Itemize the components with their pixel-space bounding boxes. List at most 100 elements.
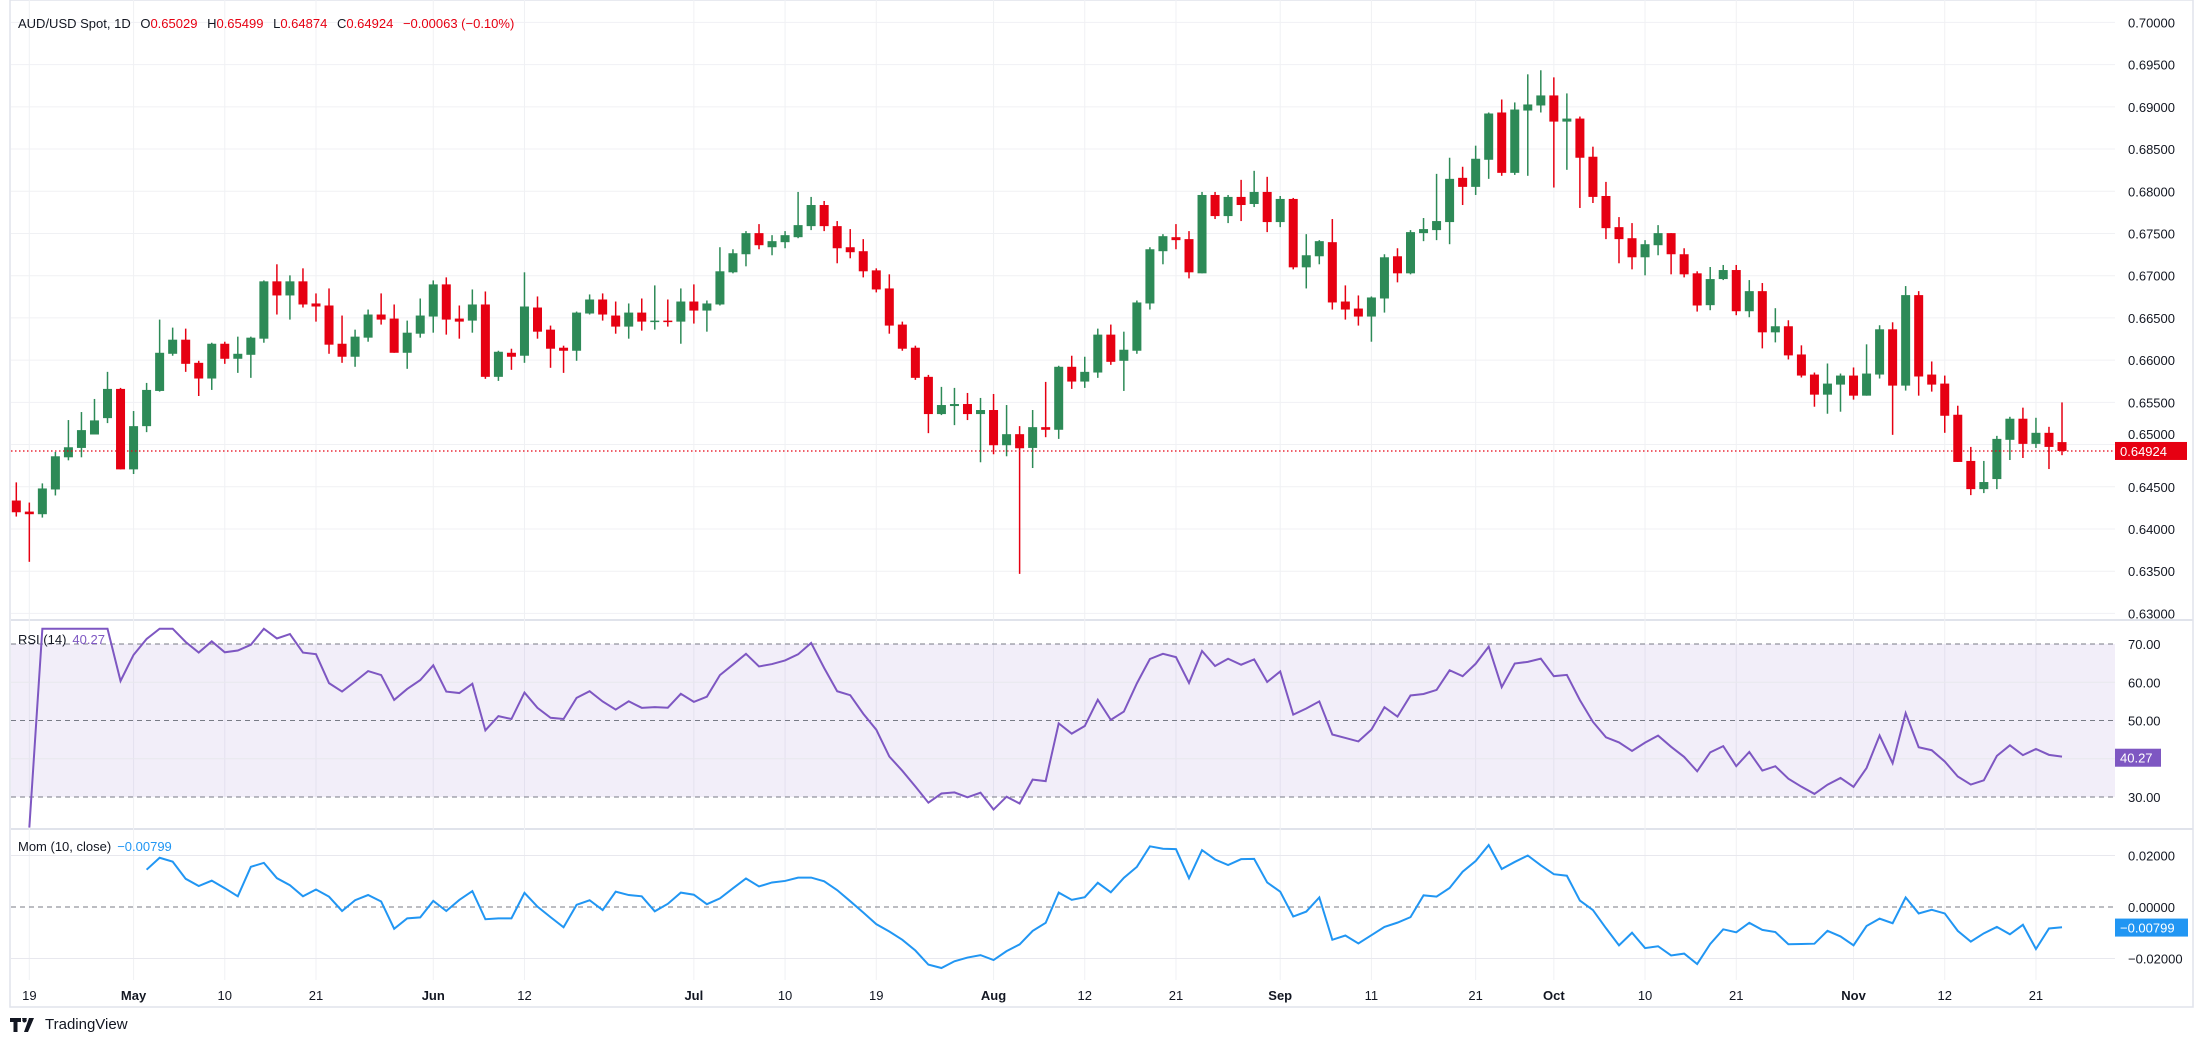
candle-up (50, 456, 60, 490)
candle-up (1536, 95, 1546, 106)
candle-up (1275, 198, 1285, 223)
candle-down (1327, 242, 1337, 303)
change-value: −0.00063 (−0.10%) (402, 16, 515, 31)
candle-up (1445, 178, 1455, 223)
x-tick-label: Jun (422, 988, 445, 1003)
candle-down (845, 247, 855, 253)
candle-down (24, 511, 34, 515)
brand-name: TradingView (45, 1016, 128, 1033)
candle-down (1692, 273, 1702, 306)
mom-value: −0.00799 (117, 839, 172, 854)
candle-down (194, 362, 204, 379)
candle-up (1562, 118, 1572, 122)
high-label: H (207, 16, 217, 31)
candle-up (142, 389, 152, 427)
candle-up (37, 488, 47, 515)
rsi-value-label: 40.27 (2120, 751, 2153, 766)
tradingview-logo[interactable]: TradingView (10, 1016, 128, 1033)
candle-down (181, 339, 191, 364)
candle-down (220, 343, 230, 359)
x-tick-label: 19 (869, 988, 883, 1003)
candle-up (1901, 295, 1911, 386)
candle-up (493, 351, 503, 377)
price-tick-label: 0.66000 (2128, 353, 2175, 368)
candle-up (1197, 194, 1207, 274)
candle-down (1353, 308, 1363, 317)
candle-down (1549, 95, 1559, 122)
candle-up (350, 336, 360, 357)
candle-up (1002, 434, 1012, 446)
candle-down (1796, 354, 1806, 376)
candle-up (76, 430, 86, 448)
candle-down (754, 233, 764, 246)
rsi-value-badge (2115, 748, 2161, 767)
candle-down (1015, 434, 1025, 449)
mom-tick-label: −0.02000 (2128, 952, 2183, 967)
x-tick-label: May (121, 988, 147, 1003)
candle-down (962, 404, 972, 415)
last-price-label: 0.64924 (2120, 444, 2167, 459)
candle-up (2031, 432, 2041, 444)
candle-up (767, 241, 777, 248)
candle-down (1888, 329, 1898, 386)
candle-up (1119, 349, 1129, 361)
x-tick-label: 19 (22, 988, 36, 1003)
x-tick-label: 21 (2029, 988, 2043, 1003)
candle-down (1940, 383, 1950, 416)
candle-up (1093, 334, 1103, 373)
candle-up (1836, 375, 1845, 385)
candle-up (1471, 158, 1481, 187)
candle-up (519, 306, 529, 356)
candle-up (728, 253, 738, 273)
candle-up (1406, 232, 1416, 274)
candle-up (103, 388, 113, 419)
candle-down (1809, 374, 1819, 395)
symbol-title[interactable]: AUD/USD Spot, 1D (18, 16, 131, 31)
candle-down (1588, 156, 1598, 197)
candle-up (1054, 366, 1064, 430)
candle-down (1171, 237, 1181, 241)
candle-down (1288, 198, 1298, 268)
candle-up (129, 426, 139, 470)
candle-down (1666, 233, 1676, 255)
candle-down (1849, 375, 1859, 396)
candle-down (1392, 256, 1402, 274)
candle-up (63, 447, 73, 458)
mom-legend[interactable]: Mom (10, close) −0.00799 (18, 839, 172, 854)
candle-up (715, 271, 725, 305)
candle-down (858, 251, 868, 272)
candle-down (1067, 366, 1077, 382)
candle-down (598, 299, 608, 315)
candle-down (272, 281, 282, 296)
candle-up (1432, 221, 1442, 231)
candle-down (116, 388, 126, 470)
candle-up (1301, 255, 1311, 268)
candle-up (806, 205, 816, 227)
close-value: 0.64924 (346, 16, 394, 31)
candle-up (402, 332, 412, 353)
candle-up (1992, 438, 2002, 480)
x-tick-label: 12 (1938, 988, 1952, 1003)
candle-down (871, 270, 881, 290)
candle-down (897, 324, 907, 349)
rsi-tick-label: 30.00 (2128, 790, 2161, 805)
mom-value-label: −0.00799 (2120, 921, 2175, 936)
candle-up (1366, 297, 1376, 317)
candle-down (884, 288, 894, 326)
candle-up (793, 225, 803, 238)
candle-up (1028, 427, 1038, 448)
candle-up (1822, 383, 1832, 395)
candle-down (611, 315, 621, 327)
x-tick-label: Nov (1841, 988, 1866, 1003)
candle-up (1132, 302, 1142, 351)
candle-up (168, 339, 178, 354)
candle-up (1419, 229, 1429, 234)
rsi-legend[interactable]: RSI (14) 40.27 (18, 632, 105, 647)
candle-down (1184, 239, 1194, 273)
x-tick-label: 21 (309, 988, 323, 1003)
candle-down (546, 329, 556, 349)
price-tick-label: 0.64000 (2128, 522, 2175, 537)
candle-down (389, 318, 399, 353)
x-tick-label: 21 (1169, 988, 1183, 1003)
